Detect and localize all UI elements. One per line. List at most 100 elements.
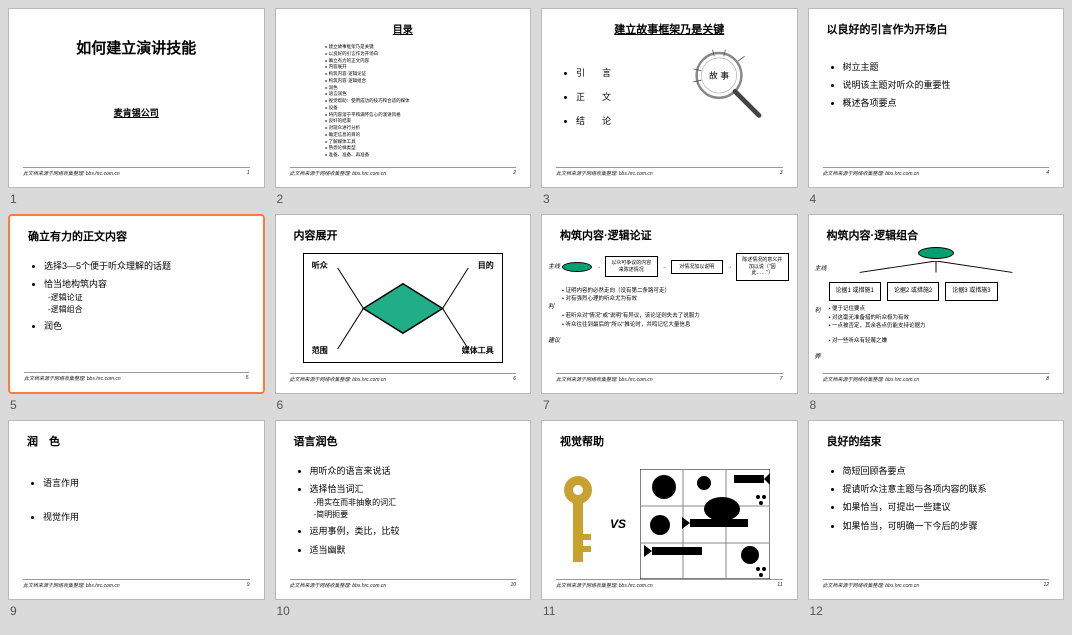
tiny-list: 便于记住要点 对这毫无准备措的听众极为有效 一点被否定，其余各点仍能支持论据力 — [829, 305, 1064, 331]
slide-cell[interactable]: 以良好的引言作为开场白 树立主题 说明该主题对听众的重要性 概述各项要点 此文档… — [808, 8, 1065, 206]
slide-title: 构筑内容·逻辑论证 — [560, 227, 797, 243]
slide-footer: 此文档来源于网络收集整理: bbs.hrc.com.cn1 — [23, 167, 250, 177]
slide-title: 语言润色 — [294, 433, 531, 449]
side-label: 主线 — [548, 261, 560, 270]
main-title: 如何建立演讲技能 — [9, 37, 264, 58]
oval-icon — [562, 262, 592, 272]
slide-number: 7 — [543, 398, 798, 412]
slide-footer: 此文档来源于网络收集整理: bbs.hrc.com.cn11 — [556, 579, 783, 589]
slide-footer: 此文档来源于网络收集整理: bbs.hrc.com.cn12 — [823, 579, 1050, 589]
slide-title: 建立故事框架乃是关键 — [542, 21, 797, 37]
list-item: 选择3—5个便于听众理解的话题 — [44, 258, 263, 274]
slide-title: 构筑内容·逻辑组合 — [827, 227, 1064, 243]
arrows-icon — [831, 261, 1041, 274]
list-item: 提请听众注意主题与各项内容的联系 — [843, 481, 1064, 497]
slide-cell[interactable]: 如何建立演讲技能 麦肯锡公司 此文档来源于网络收集整理: bbs.hrc.com… — [8, 8, 265, 206]
flow-diagram: 论据1 或措施1 论据2 或措施2 论据3 或措施3 — [829, 282, 1058, 300]
sub-item: -用实在而非抽象的词汇 — [314, 497, 531, 509]
diamond-diagram: 听众 目的 范围 媒体工具 — [303, 253, 503, 363]
slide-number: 1 — [10, 192, 265, 206]
list-item: 便于记住要点 — [829, 305, 1064, 314]
slide-cell[interactable]: 构筑内容·逻辑组合 主线 论据1 或措施1 论据2 或措施2 论据3 或措施3 … — [808, 214, 1065, 412]
list-item: 用听众的语言来说话 — [310, 463, 531, 479]
slide-selected: 确立有力的正文内容 选择3—5个便于听众理解的话题 恰当地构筑内容 -逻辑论证 … — [8, 214, 265, 394]
slide-cell[interactable]: 目录 建立故事框架乃是关键以良好的引言作为开场白确立有力的正文内容内容展开构筑内… — [275, 8, 532, 206]
slide-footer: 此文档来源于网络收集整理: bbs.hrc.com.cn5 — [24, 372, 249, 382]
slide-cell[interactable]: 语言润色 用听众的语言来说话 选择恰当词汇 -用实在而非抽象的词汇 -简明扼要 … — [275, 420, 532, 618]
list-item: 运用事例，类比，比较 — [310, 523, 531, 539]
bullet-list: 语言作用 视觉作用 — [43, 475, 264, 525]
side-label: 弊 — [815, 351, 821, 360]
slide-footer: 此文档来源于网络收集整理: bbs.hrc.com.cn10 — [290, 579, 517, 589]
list-item: 树立主题 — [843, 59, 1064, 75]
slide-cell[interactable]: 内容展开 听众 目的 范围 媒体工具 此文档来源于网络收集整理: bbs.hrc… — [275, 214, 532, 412]
bullet-list: 简短回顾各要点 提请听众注意主题与各项内容的联系 如果恰当，可提出一些建议 如果… — [843, 463, 1064, 534]
slide-footer: 此文档来源于网络收集整理: bbs.hrc.com.cn6 — [290, 373, 517, 383]
sub-item: -逻辑论证 — [48, 292, 263, 304]
toc-title: 目录 — [276, 21, 531, 36]
abstract-chart-icon — [640, 469, 770, 579]
slide: 构筑内容·逻辑组合 主线 论据1 或措施1 论据2 或措施2 论据3 或措施3 … — [808, 214, 1065, 394]
slide-cell[interactable]: 良好的结束 简短回顾各要点 提请听众注意主题与各项内容的联系 如果恰当，可提出一… — [808, 420, 1065, 618]
vs-label: VS — [610, 517, 626, 531]
main-subtitle: 麦肯锡公司 — [9, 106, 264, 119]
slide: 目录 建立故事框架乃是关键以良好的引言作为开场白确立有力的正文内容内容展开构筑内… — [275, 8, 532, 188]
key-vs-diagram: VS — [560, 469, 797, 579]
slide-number: 9 — [10, 604, 265, 618]
slide-cell[interactable]: 构筑内容·逻辑论证 主线 → 以众可争议的内容来陈述情况→ 对情况加以说明→ 陈… — [541, 214, 798, 412]
list-item: 如果恰当，可明确一下今后的步骤 — [843, 518, 1064, 534]
slide-footer: 此文档来源于网络收集整理: bbs.hrc.com.cn8 — [823, 373, 1050, 383]
toc-list: 建立故事框架乃是关键以良好的引言作为开场白确立有力的正文内容内容展开构筑内容·逻… — [326, 44, 531, 159]
slide: 润 色 语言作用 视觉作用 此文档来源于网络收集整理: bbs.hrc.com.… — [8, 420, 265, 600]
list-item: 适当幽默 — [310, 542, 531, 558]
list-item: 恰当地构筑内容 -逻辑论证 -逻辑组合 — [44, 276, 263, 316]
sub-item: -逻辑组合 — [48, 304, 263, 316]
list-item: 语言作用 — [43, 475, 264, 491]
list-item: 视觉作用 — [43, 509, 264, 525]
slide-number: 8 — [810, 398, 1065, 412]
slide-title: 视觉帮助 — [560, 433, 797, 449]
slide-number: 10 — [277, 604, 532, 618]
slide-cell[interactable]: 视觉帮助 VS — [541, 420, 798, 618]
list-item: 简短回顾各要点 — [843, 463, 1064, 479]
list-item: 润色 — [44, 318, 263, 334]
tiny-list: 若听众对"情况"或"说明"有异议，该论证则失去了说服力 听众往往到最后的"所以"… — [562, 312, 797, 330]
tiny-list: 对一些听众有轻蔑之嫌 — [829, 337, 1064, 346]
slide-number: 4 — [810, 192, 1065, 206]
slide-footer: 此文档来源于网络收集整理: bbs.hrc.com.cn2 — [290, 167, 517, 177]
slide-footer: 此文档来源于网络收集整理: bbs.hrc.com.cn9 — [23, 579, 250, 589]
slide-cell[interactable]: 润 色 语言作用 视觉作用 此文档来源于网络收集整理: bbs.hrc.com.… — [8, 420, 265, 618]
slide: 语言润色 用听众的语言来说话 选择恰当词汇 -用实在而非抽象的词汇 -简明扼要 … — [275, 420, 532, 600]
flow-box: 论据1 或措施1 — [829, 282, 881, 300]
magnifier-icon: 故 事 — [687, 45, 767, 125]
tiny-list: 证明内容的必然走向（没有第二条路可走） 对有强烈心理的听众尤为有效 — [562, 287, 797, 305]
slide-title: 润 色 — [27, 433, 264, 449]
side-label: 建议 — [548, 335, 560, 344]
slide-number: 6 — [277, 398, 532, 412]
list-item: 一点被否定，其余各点仍能支持论据力 — [829, 322, 1064, 331]
flow-box: 论据2 或措施2 — [887, 282, 939, 300]
slide-cell[interactable]: 确立有力的正文内容 选择3—5个便于听众理解的话题 恰当地构筑内容 -逻辑论证 … — [8, 214, 265, 412]
flow-diagram: → 以众可争议的内容来陈述情况→ 对情况加以说明→ 陈述情况的意义并加以说（"因… — [562, 253, 789, 281]
slide-number: 2 — [277, 192, 532, 206]
slide-cell[interactable]: 建立故事框架乃是关键 引 言 正 文 结 论 故 事 此文档来源于网络收集整理:… — [541, 8, 798, 206]
list-item: 听众往往到最后的"所以"推论时，共鸣记忆大量信息 — [562, 321, 797, 330]
oval-icon — [918, 247, 954, 259]
slide-footer: 此文档来源于网络收集整理: bbs.hrc.com.cn7 — [556, 373, 783, 383]
list-item: 如果恰当，可提出一些建议 — [843, 499, 1064, 515]
slide: 建立故事框架乃是关键 引 言 正 文 结 论 故 事 此文档来源于网络收集整理:… — [541, 8, 798, 188]
list-item: 证明内容的必然走向（没有第二条路可走） — [562, 287, 797, 296]
slide-number: 11 — [543, 604, 798, 618]
slide: 以良好的引言作为开场白 树立主题 说明该主题对听众的重要性 概述各项要点 此文档… — [808, 8, 1065, 188]
list-item: 对这毫无准备措的听众极为有效 — [829, 314, 1064, 323]
slide-title: 良好的结束 — [827, 433, 1064, 449]
slide-grid: 如何建立演讲技能 麦肯锡公司 此文档来源于网络收集整理: bbs.hrc.com… — [8, 8, 1064, 618]
slide-number: 3 — [543, 192, 798, 206]
bullet-list: 树立主题 说明该主题对听众的重要性 概述各项要点 — [843, 59, 1064, 112]
bullet-list: 用听众的语言来说话 选择恰当词汇 -用实在而非抽象的词汇 -简明扼要 运用事例，… — [310, 463, 531, 558]
side-label: 利 — [548, 301, 554, 310]
key-icon — [560, 474, 596, 574]
list-item: 对有强烈心理的听众尤为有效 — [562, 295, 797, 304]
slide: 内容展开 听众 目的 范围 媒体工具 此文档来源于网络收集整理: bbs.hrc… — [275, 214, 532, 394]
list-item: 选择恰当词汇 -用实在而非抽象的词汇 -简明扼要 — [310, 481, 531, 521]
